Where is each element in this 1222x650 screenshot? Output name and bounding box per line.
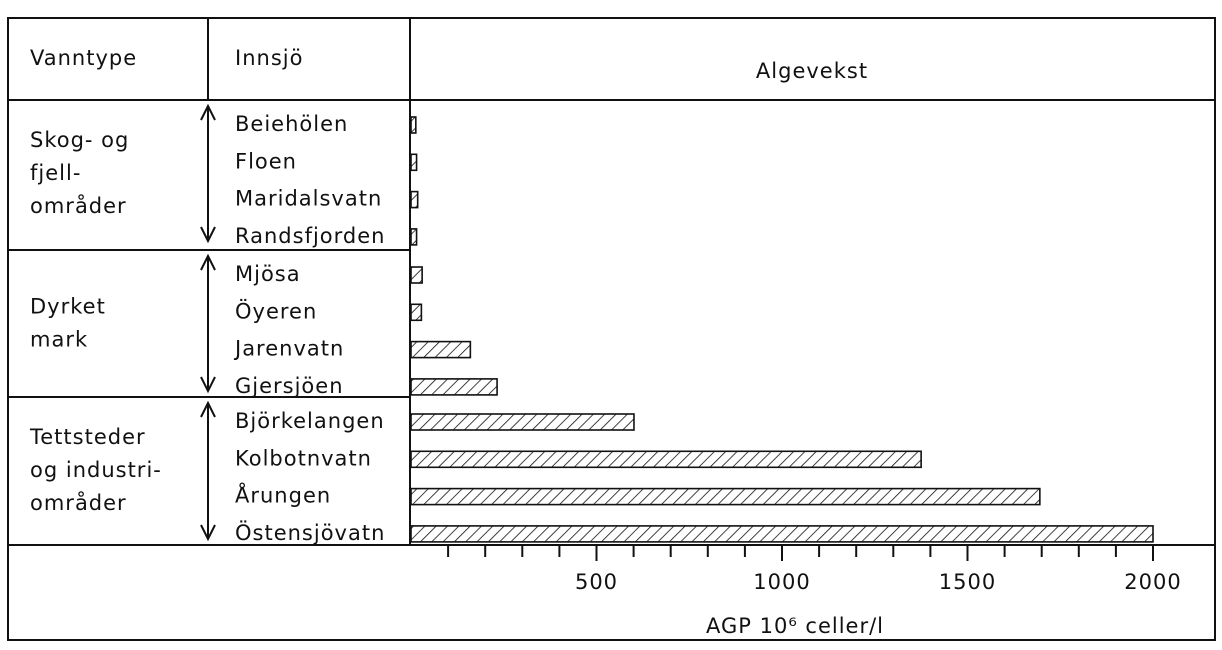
category-label: Jarenvatn bbox=[233, 337, 344, 361]
bar bbox=[410, 266, 423, 284]
category-label: Beiehölen bbox=[235, 112, 348, 136]
bar bbox=[410, 228, 418, 246]
bar bbox=[410, 340, 472, 359]
x-tick-label: 1000 bbox=[753, 570, 810, 594]
bar bbox=[410, 190, 419, 209]
category-label: Östensjövatn bbox=[235, 520, 385, 545]
category-label: Randsfjorden bbox=[235, 224, 385, 248]
bar bbox=[410, 153, 418, 172]
header: Algevekst bbox=[756, 59, 868, 83]
bar bbox=[410, 450, 922, 469]
category-label: Gjersjöen bbox=[235, 374, 344, 398]
group-label: Skog- og bbox=[30, 128, 129, 152]
frame bbox=[7, 17, 1216, 641]
category-label: Floen bbox=[235, 149, 297, 173]
category-label: Björkelangen bbox=[235, 409, 385, 433]
group-label: Tettsteder bbox=[29, 425, 146, 449]
group-arrow bbox=[200, 103, 216, 244]
bar bbox=[410, 413, 635, 431]
bar bbox=[410, 303, 423, 322]
group-arrow bbox=[200, 400, 216, 542]
group-label: fjell- bbox=[30, 161, 81, 185]
category-label: Mjösa bbox=[235, 262, 301, 286]
category-label: Årungen bbox=[235, 482, 331, 508]
category-label: Kolbotnvatn bbox=[235, 446, 372, 470]
group-label: mark bbox=[30, 328, 88, 352]
x-tick-label: 1500 bbox=[939, 570, 996, 594]
header: Innsjö bbox=[235, 46, 303, 70]
bar bbox=[410, 487, 1041, 506]
group-label: Dyrket bbox=[30, 295, 106, 319]
bar bbox=[410, 525, 1154, 543]
x-tick-label: 500 bbox=[575, 570, 618, 594]
group-label: områder bbox=[30, 490, 127, 515]
bar bbox=[410, 378, 498, 396]
group-label: og industri- bbox=[30, 458, 162, 482]
header: Vanntype bbox=[30, 46, 137, 70]
group-arrow bbox=[200, 253, 216, 394]
category-label: Maridalsvatn bbox=[235, 187, 382, 211]
bar bbox=[410, 116, 417, 134]
group-label: områder bbox=[30, 193, 127, 218]
x-tick-label: 2000 bbox=[1124, 570, 1181, 594]
x-axis-label: AGP 10⁶ celler/l bbox=[706, 614, 884, 638]
category-label: Öyeren bbox=[235, 298, 317, 323]
